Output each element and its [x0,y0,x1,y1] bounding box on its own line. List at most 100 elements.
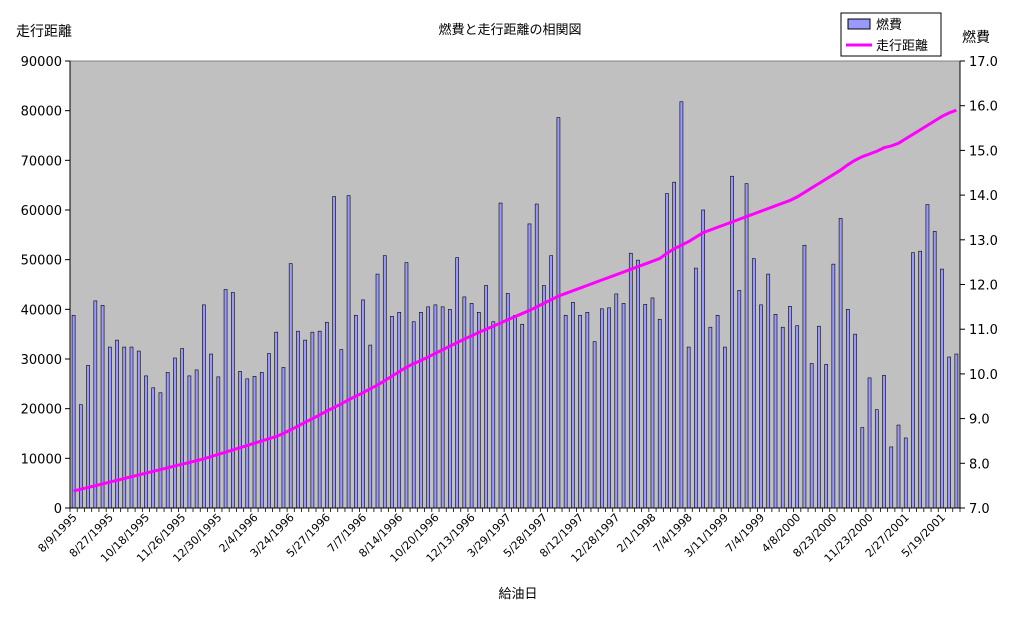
bar [325,321,329,509]
bar [520,323,525,509]
y2-tick-label: 10.0 [969,368,998,383]
y-ticks-left: 0 10000 20000 30000 40000 50000 60000 70000 8000… [21,55,70,517]
y-ticks-right: 7.0 8.0 9.0 10.0 11.0 12.0 13.0 14.0 15.0 16.0 17.… [960,55,998,517]
x-ticks: 8/9/19958/27/199510/18/199511/26/199512/… [36,508,961,565]
bar [534,203,539,509]
bar [686,346,691,509]
bar [317,330,322,509]
bar [759,304,763,509]
bar [585,312,590,509]
y-tick-label: 70000 [21,154,62,169]
bar [954,353,959,509]
y2-tick-label: 9.0 [969,413,990,428]
bar [455,257,459,509]
bar [93,300,98,509]
bar [353,314,358,509]
bar [245,378,250,509]
y2-tick-label: 16.0 [969,100,998,115]
y-tick-label: 60000 [21,204,62,219]
bar [657,318,662,509]
bar [817,325,821,509]
bar [281,367,286,509]
bar [780,326,785,509]
y-tick-label: 90000 [21,55,62,70]
bar [433,304,438,509]
bar [636,259,640,509]
bar [332,196,336,509]
bar [730,175,734,509]
bar [708,326,713,509]
bar [542,285,546,509]
legend-label-line: 走行距離 [876,39,928,54]
y-tick-label: 50000 [21,254,62,269]
bar [549,255,553,509]
bar [173,357,177,509]
bar [679,101,684,509]
y-tick-label: 30000 [21,353,62,368]
bar [484,285,488,509]
bar [650,297,655,509]
bar [144,375,148,509]
bar [903,437,908,509]
bar [274,331,279,509]
y2-tick-label: 13.0 [969,234,998,249]
y2-tick-label: 8.0 [969,457,990,472]
bar [788,306,792,509]
bar [491,321,496,509]
bar [419,312,423,509]
chart-title: 燃費と走行距離の相関図 [438,22,581,38]
bar [932,231,937,509]
bar [462,296,467,509]
bar [368,344,373,509]
bar [209,353,213,509]
y-tick-label: 10000 [21,452,62,467]
bar [426,306,430,509]
bar [809,363,814,509]
bar [947,356,951,509]
y-tick-label: 20000 [21,403,62,418]
bar [853,333,857,509]
bar [202,304,206,509]
bar [802,244,807,509]
bar [874,409,879,509]
bar [556,117,561,509]
bar [122,346,127,509]
bar [498,202,503,509]
bar [672,181,677,509]
bar [505,293,510,509]
x-axis-label: 給油日 [498,587,537,602]
legend: 燃費 走行距離 [840,12,942,57]
y2-tick-label: 12.0 [969,279,998,294]
bar [578,314,582,509]
bar [751,258,756,509]
bar [115,339,119,509]
bar [831,263,836,509]
y2-tick-label: 17.0 [969,55,998,70]
bar [476,312,481,509]
y2-tick-label: 7.0 [969,502,990,517]
y2-axis-label: 燃費 [962,29,990,46]
bar [165,372,170,509]
bar [614,293,619,509]
bar [846,309,850,509]
bar [766,273,771,509]
bar [194,369,199,509]
bar [795,325,800,509]
bar [129,346,134,509]
bar [643,304,648,509]
bar [339,349,344,509]
bar [621,303,626,509]
bar [216,376,221,509]
bar [940,268,944,509]
bar [607,307,611,509]
y2-tick-label: 14.0 [969,189,998,204]
bar [448,309,452,509]
bar [267,353,271,509]
y2-tick-label: 11.0 [969,323,998,338]
bar [361,299,365,509]
y-tick-label: 80000 [21,105,62,120]
bar [563,314,568,509]
bar [723,346,727,509]
y2-tick-label: 15.0 [969,144,998,159]
